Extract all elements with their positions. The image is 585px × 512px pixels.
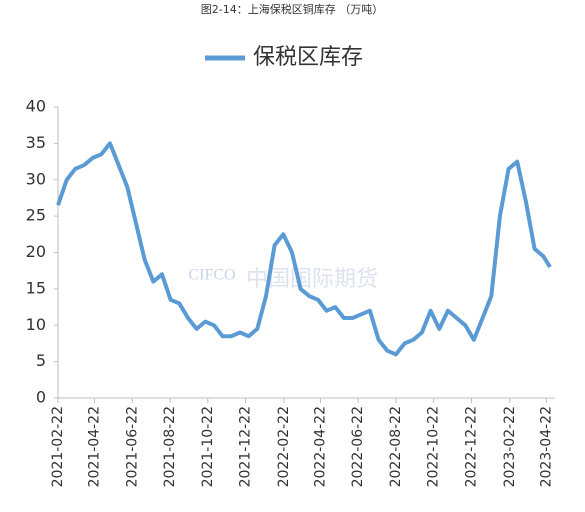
x-tick-label: 2021-06-22: [124, 406, 140, 487]
watermark: CIFCO: [188, 267, 235, 284]
legend-label: 保税区库存: [253, 45, 363, 70]
x-tick-label: 2022-04-22: [312, 406, 328, 487]
x-tick-label: 2022-08-22: [388, 406, 404, 487]
x-tick-label: 2021-02-22: [50, 406, 66, 487]
x-tick-label: 2021-04-22: [87, 406, 103, 487]
y-tick-label: 40: [26, 97, 46, 116]
x-tick-label: 2023-04-22: [538, 406, 554, 487]
y-tick-label: 5: [36, 351, 46, 370]
y-tick-label: 30: [26, 169, 46, 188]
y-tick-label: 0: [36, 388, 46, 407]
y-tick-label: 25: [26, 206, 46, 225]
chart-title: 图2-14：上海保税区铜库存 （万吨）: [201, 2, 383, 16]
x-tick-label: 2022-10-22: [426, 406, 442, 487]
x-tick-label: 2022-02-22: [276, 406, 292, 487]
x-tick-label: 2022-06-22: [350, 406, 366, 487]
x-tick-label: 2021-10-22: [200, 406, 216, 487]
x-tick-label: 2023-02-22: [502, 406, 518, 487]
x-tick-label: 2021-12-22: [238, 406, 254, 487]
x-tick-label: 2021-08-22: [162, 406, 178, 487]
y-tick-label: 15: [26, 278, 46, 297]
x-tick-label: 2022-12-22: [463, 406, 479, 487]
y-tick-label: 35: [26, 133, 46, 152]
data-line: [56, 141, 552, 357]
y-tick-label: 10: [26, 315, 46, 334]
y-tick-label: 20: [26, 242, 46, 261]
